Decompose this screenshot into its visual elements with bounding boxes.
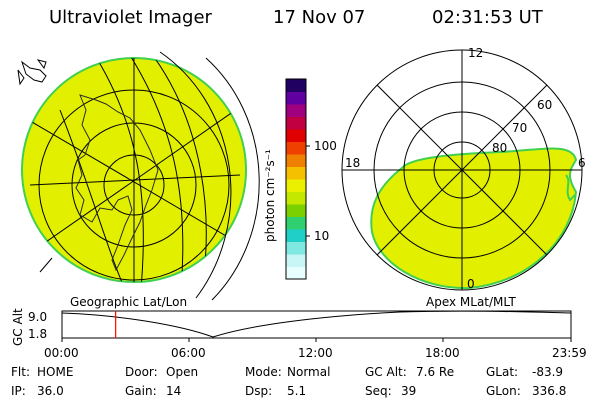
info-mode-value: Normal — [287, 365, 331, 379]
info-seq-label: Seq: — [365, 384, 392, 398]
mlat-label-70: 70 — [512, 121, 528, 135]
coastline — [75, 94, 159, 272]
info-ip-label: IP: — [11, 384, 26, 398]
info-glon-value: 336.8 — [532, 384, 567, 398]
date-label: 17 Nov 07 — [273, 7, 366, 28]
colorbar-segment — [286, 129, 306, 142]
mlat-label-80: 80 — [492, 141, 508, 155]
info-seq-value: 39 — [401, 384, 417, 398]
info-door-label: Door: — [125, 365, 158, 379]
color-bar — [285, 78, 310, 280]
mlt-label-12: 12 — [468, 46, 484, 60]
altitude-frame — [61, 310, 572, 339]
colorbar-segment — [286, 229, 306, 242]
info-glat-label: GLat: — [486, 365, 519, 379]
info-gcalt-value: 7.6 Re — [416, 365, 455, 379]
colorbar-segment — [286, 241, 306, 255]
colorbar-segment — [286, 104, 306, 117]
instrument-title: Ultraviolet Imager — [49, 7, 212, 28]
mlt-label-0: 0 — [467, 277, 475, 291]
colorbar-segment — [286, 154, 306, 167]
time-label: 02:31:53 UT — [432, 7, 543, 28]
auroral-oval — [370, 147, 578, 290]
right-panel-caption: Apex MLat/MLT — [426, 295, 516, 309]
colorbar-segment — [286, 116, 306, 130]
xtick-label: 23:59 — [552, 346, 587, 360]
altitude-ylabel: GC Alt — [11, 308, 25, 346]
altitude-curve — [61, 310, 572, 338]
colorbar-segment — [286, 216, 306, 230]
colorbar-segment — [286, 204, 306, 217]
xtick-label: 12:00 — [298, 346, 333, 360]
altitude-ytick-top: 9.0 — [28, 310, 48, 324]
info-glon-label: GLon: — [486, 384, 521, 398]
mlt-label-18: 18 — [345, 156, 361, 170]
colorbar-segment — [286, 254, 306, 267]
grid-line — [39, 257, 53, 273]
info-dsp-value: 5.1 — [287, 384, 307, 398]
info-glat-value: -83.9 — [532, 365, 564, 379]
x-ticks — [61, 338, 572, 342]
info-ip-value: 36.0 — [37, 384, 64, 398]
colorbar-segment — [286, 79, 306, 92]
colorbar-tick-10: 10 — [314, 229, 330, 243]
xtick-label: 18:00 — [425, 346, 460, 360]
geographic-image-panel — [17, 51, 260, 301]
meridian-arc — [205, 57, 260, 301]
info-dsp-label: Dsp: — [245, 384, 273, 398]
xtick-label: 06:00 — [171, 346, 206, 360]
info-gain-label: Gain: — [125, 384, 157, 398]
info-mode-label: Mode: — [245, 365, 282, 379]
polar-grid — [341, 49, 583, 291]
info-gain-value: 14 — [166, 384, 182, 398]
info-flt-label: Flt: — [11, 365, 30, 379]
colorbar-tick-100: 100 — [314, 139, 337, 153]
info-gcalt-label: GC Alt: — [365, 365, 407, 379]
altitude-strip — [61, 310, 572, 342]
info-door-value: Open — [166, 365, 199, 379]
oval-edge-detail — [565, 174, 577, 202]
meridian-arc — [159, 51, 232, 299]
south-america-tip — [17, 59, 47, 86]
xtick-label: 00:00 — [44, 346, 79, 360]
colorbar-segment — [286, 91, 306, 105]
colorbar-segment — [286, 141, 306, 155]
mlt-label-6: 6 — [578, 156, 586, 170]
colorbar-segment — [286, 266, 306, 280]
mlat-label-60: 60 — [537, 98, 553, 112]
colorbar-segment — [286, 166, 306, 180]
info-flt-value: HOME — [37, 365, 74, 379]
polar-plot-panel — [341, 49, 583, 291]
colorbar-segment — [286, 191, 306, 205]
altitude-ytick-bottom: 1.8 — [28, 327, 48, 341]
left-panel-caption: Geographic Lat/Lon — [70, 295, 188, 309]
colorbar-segment — [286, 179, 306, 192]
colorbar-unit-label: photon cm⁻²s⁻¹ — [263, 149, 277, 242]
